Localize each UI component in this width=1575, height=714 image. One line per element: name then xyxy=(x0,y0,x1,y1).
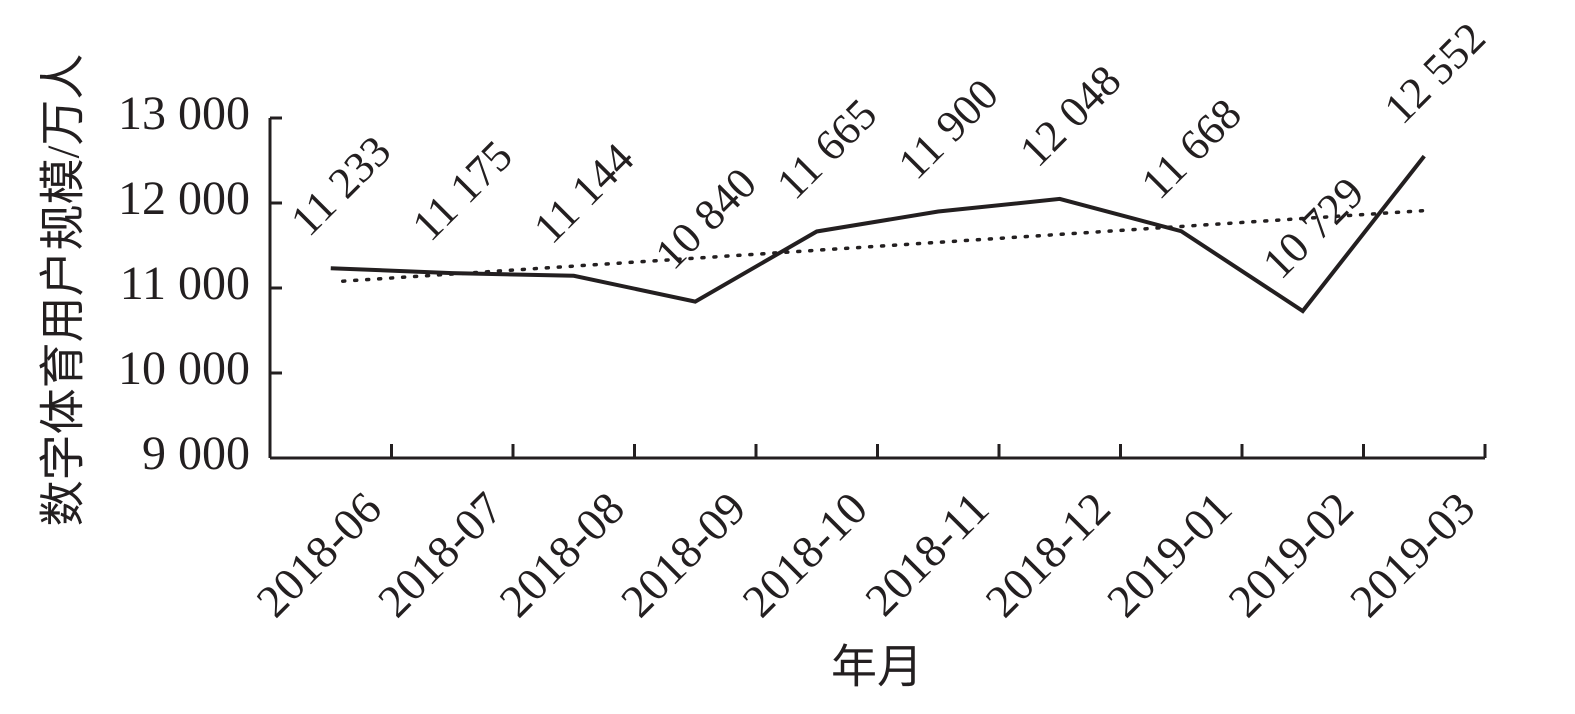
x-tick-label: 2018-12 xyxy=(976,482,1120,626)
data-label: 11 668 xyxy=(1132,89,1251,208)
y-axis-label: 数字体育用户规模/万人 xyxy=(38,54,89,527)
x-tick-label: 2018-07 xyxy=(368,482,512,626)
trend-line xyxy=(341,208,1426,283)
x-tick-label: 2019-03 xyxy=(1340,482,1484,626)
data-label: 12 552 xyxy=(1375,13,1495,133)
x-tick-label: 2018-11 xyxy=(855,482,998,625)
y-tick-label: 13 000 xyxy=(118,87,250,140)
data-label: 11 233 xyxy=(281,126,400,245)
x-tick-label: 2018-08 xyxy=(490,482,634,626)
x-tick-label: 2019-02 xyxy=(1219,482,1363,626)
x-tick-label: 2018-09 xyxy=(611,482,755,626)
y-tick-label: 10 000 xyxy=(118,342,250,395)
x-tick-label: 2019-01 xyxy=(1097,482,1241,626)
y-tick-label: 11 000 xyxy=(120,257,250,310)
y-tick-label: 9 000 xyxy=(142,427,250,480)
data-line xyxy=(330,154,1426,314)
data-label: 11 175 xyxy=(403,131,522,250)
data-label: 11 900 xyxy=(889,70,1008,189)
data-label: 11 144 xyxy=(524,134,643,253)
x-tick-label: 2018-06 xyxy=(247,482,391,626)
data-label: 10 840 xyxy=(646,158,766,278)
data-label: 12 048 xyxy=(1010,56,1130,176)
data-label: 10 729 xyxy=(1253,168,1373,288)
data-label: 11 665 xyxy=(767,89,886,208)
x-axis-label: 年月 xyxy=(831,642,923,693)
x-tick-label: 2018-10 xyxy=(733,482,877,626)
y-tick-label: 12 000 xyxy=(118,172,250,225)
